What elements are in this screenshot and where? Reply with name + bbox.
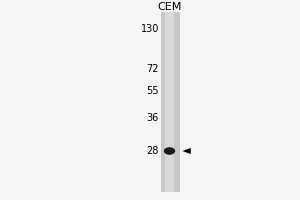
Text: CEM: CEM [157,2,182,12]
Bar [165,12,174,192]
Polygon shape [182,148,191,154]
Text: 36: 36 [147,113,159,123]
Ellipse shape [164,147,175,155]
Bar [160,12,180,192]
Text: 130: 130 [141,24,159,34]
Text: 28: 28 [147,146,159,156]
Text: 55: 55 [146,86,159,96]
Text: 72: 72 [146,64,159,74]
